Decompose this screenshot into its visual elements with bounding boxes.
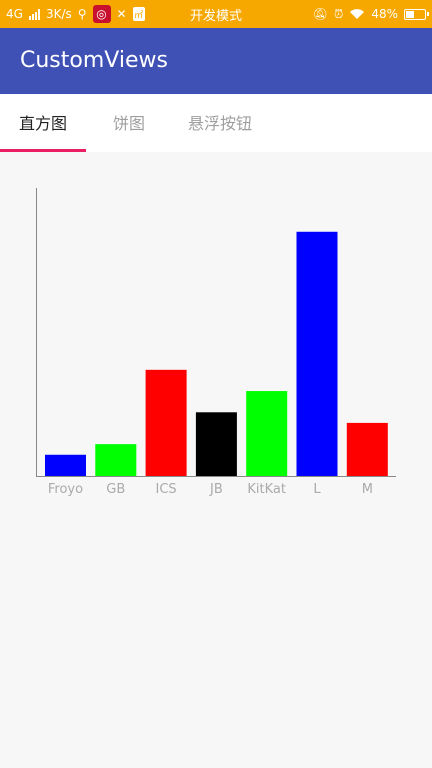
histogram-chart: Froyo GB ICS JB KitKat L M xyxy=(36,188,396,497)
bar-ics xyxy=(145,369,187,476)
x-tick-label: Froyo xyxy=(48,482,83,497)
bar-froyo xyxy=(45,454,86,476)
network-speed: 3K/s xyxy=(45,7,72,21)
x-tick-label: JB xyxy=(209,482,223,497)
netease-music-icon: ◎ xyxy=(92,5,111,23)
signal-icon xyxy=(28,8,40,20)
bar-kitkat xyxy=(246,391,288,476)
x-tick-label: KitKat xyxy=(247,482,286,497)
tab-bar: 直方图 饼图 悬浮按钮 xyxy=(0,94,432,152)
content-area: Froyo GB ICS JB KitKat L M xyxy=(0,152,432,768)
status-left: 4G 3K/s ⚲ ◎ ✕ ㎡ xyxy=(6,0,145,28)
app-title: CustomViews xyxy=(20,48,168,73)
network-type: 4G xyxy=(6,7,23,21)
bar-jb xyxy=(195,412,237,476)
tab-histogram[interactable]: 直方图 xyxy=(19,114,68,133)
wifi-icon xyxy=(350,9,365,19)
notification-badge: ㎡ xyxy=(132,7,145,21)
tab-indicator xyxy=(0,149,86,152)
bar-m xyxy=(346,422,388,476)
battery-percent: 48% xyxy=(371,7,398,21)
x-tick-label: M xyxy=(362,482,373,497)
battery-fill xyxy=(406,10,414,18)
usb-icon: ⚲ xyxy=(77,7,87,21)
x-tick-label: L xyxy=(313,482,321,497)
tools-icon: ✕ xyxy=(116,7,127,21)
bar-gb xyxy=(95,444,137,476)
silent-icon: 🔕︎ xyxy=(312,7,328,21)
status-right: 🔕︎ ⏰︎ 48% xyxy=(312,0,429,28)
tab-floating-button[interactable]: 悬浮按钮 xyxy=(188,114,253,133)
x-tick-label: GB xyxy=(106,482,125,497)
alarm-icon: ⏰︎ xyxy=(333,6,344,21)
battery-icon xyxy=(404,8,429,20)
x-tick-label: ICS xyxy=(156,482,177,497)
bar-l xyxy=(296,231,338,476)
status-bar: 4G 3K/s ⚲ ◎ ✕ ㎡ 开发模式 🔕︎ ⏰︎ 48% xyxy=(0,0,432,28)
tab-pie-chart[interactable]: 饼图 xyxy=(113,114,146,133)
app-bar: CustomViews xyxy=(0,28,432,94)
